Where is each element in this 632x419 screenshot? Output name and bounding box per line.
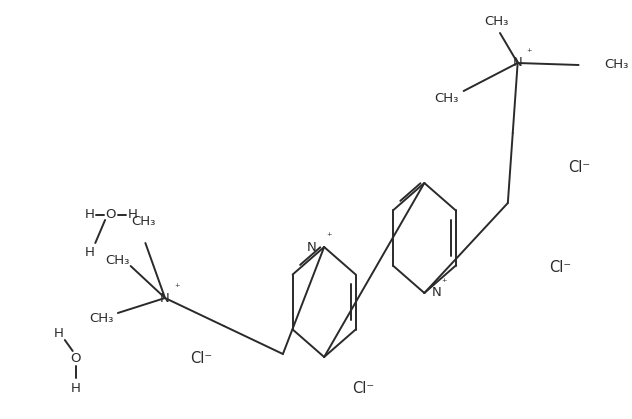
- Text: N: N: [160, 292, 170, 305]
- Text: H: H: [85, 209, 94, 222]
- Text: CH₃: CH₃: [604, 59, 628, 72]
- Text: Cl⁻: Cl⁻: [190, 351, 212, 365]
- Text: Cl⁻: Cl⁻: [353, 380, 375, 396]
- Text: ⁺: ⁺: [326, 232, 332, 242]
- Text: H: H: [71, 382, 80, 395]
- Text: ⁺: ⁺: [174, 283, 179, 293]
- Text: H: H: [85, 246, 94, 259]
- Text: CH₃: CH₃: [484, 15, 508, 28]
- Text: N: N: [307, 241, 316, 253]
- Text: CH₃: CH₃: [131, 215, 155, 228]
- Text: O: O: [106, 209, 116, 222]
- Text: ⁺: ⁺: [441, 278, 447, 288]
- Text: Cl⁻: Cl⁻: [568, 160, 591, 176]
- Text: ⁺: ⁺: [526, 48, 532, 58]
- Text: CH₃: CH₃: [89, 311, 113, 324]
- Text: H: H: [128, 209, 138, 222]
- Text: Cl⁻: Cl⁻: [549, 261, 571, 276]
- Text: H: H: [54, 326, 64, 339]
- Text: N: N: [513, 57, 523, 70]
- Text: CH₃: CH₃: [435, 93, 459, 106]
- Text: N: N: [432, 287, 442, 300]
- Text: CH₃: CH₃: [106, 253, 130, 266]
- Text: O: O: [70, 352, 81, 365]
